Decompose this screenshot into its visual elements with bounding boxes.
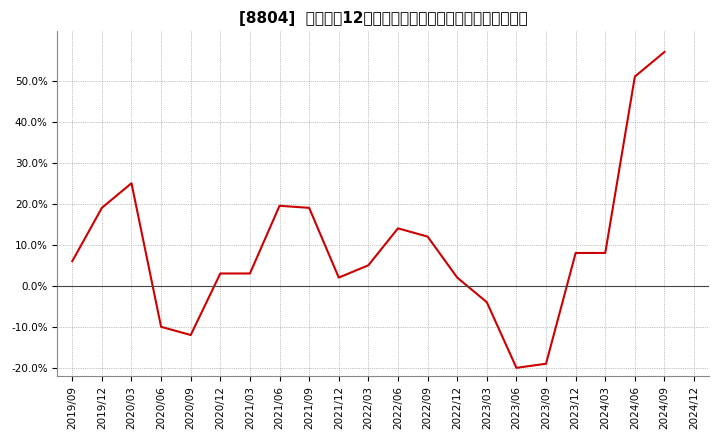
Title: [8804]  売上高の12か月移動合計の対前年同期増減率の推移: [8804] 売上高の12か月移動合計の対前年同期増減率の推移 (239, 11, 528, 26)
